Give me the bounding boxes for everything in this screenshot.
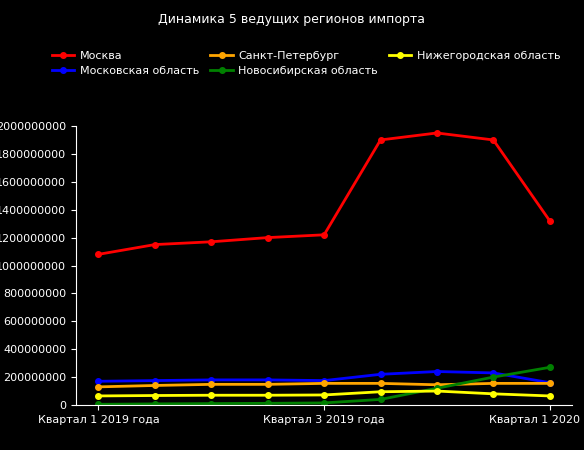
Line: Нижегородская область: Нижегородская область — [96, 388, 552, 399]
Москва — [377, 137, 384, 143]
Санкт-Петербург — [490, 381, 497, 386]
Москва — [95, 252, 102, 257]
Legend: Москва, Московская область, Санкт-Петербург, Новосибирская область, Нижегородска: Москва, Московская область, Санкт-Петерб… — [53, 50, 560, 76]
Санкт-Петербург — [264, 382, 271, 387]
Москва — [208, 239, 215, 244]
Московская область — [433, 369, 440, 374]
Москва — [264, 235, 271, 240]
Санкт-Петербург — [151, 383, 158, 388]
Новосибирская область — [264, 400, 271, 406]
Line: Москва: Москва — [96, 130, 552, 257]
Московская область — [264, 377, 271, 382]
Санкт-Петербург — [321, 381, 328, 386]
Нижегородская область — [208, 392, 215, 398]
Московская область — [377, 372, 384, 377]
Москва — [433, 130, 440, 136]
Московская область — [151, 378, 158, 383]
Москва — [490, 137, 497, 143]
Московская область — [490, 370, 497, 376]
Новосибирская область — [490, 374, 497, 380]
Московская область — [546, 380, 553, 385]
Санкт-Петербург — [546, 381, 553, 386]
Нижегородская область — [546, 393, 553, 399]
Нижегородская область — [95, 393, 102, 399]
Новосибирская область — [377, 397, 384, 402]
Москва — [151, 242, 158, 248]
Москва — [546, 218, 553, 224]
Нижегородская область — [321, 392, 328, 398]
Московская область — [321, 378, 328, 383]
Нижегородская область — [264, 392, 271, 398]
Line: Новосибирская область: Новосибирская область — [96, 364, 552, 407]
Новосибирская область — [546, 364, 553, 370]
Нижегородская область — [377, 389, 384, 395]
Нижегородская область — [433, 388, 440, 394]
Text: Динамика 5 ведущих регионов импорта: Динамика 5 ведущих регионов импорта — [158, 14, 426, 27]
Новосибирская область — [151, 401, 158, 407]
Line: Санкт-Петербург: Санкт-Петербург — [96, 381, 552, 390]
Line: Московская область: Московская область — [96, 369, 552, 386]
Санкт-Петербург — [95, 384, 102, 390]
Нижегородская область — [490, 391, 497, 396]
Нижегородская область — [151, 393, 158, 398]
Московская область — [208, 377, 215, 382]
Москва — [321, 232, 328, 238]
Новосибирская область — [433, 386, 440, 391]
Новосибирская область — [321, 400, 328, 405]
Московская область — [95, 378, 102, 384]
Санкт-Петербург — [208, 382, 215, 387]
Санкт-Петербург — [433, 382, 440, 387]
Новосибирская область — [208, 401, 215, 406]
Новосибирская область — [95, 401, 102, 407]
Санкт-Петербург — [377, 381, 384, 386]
